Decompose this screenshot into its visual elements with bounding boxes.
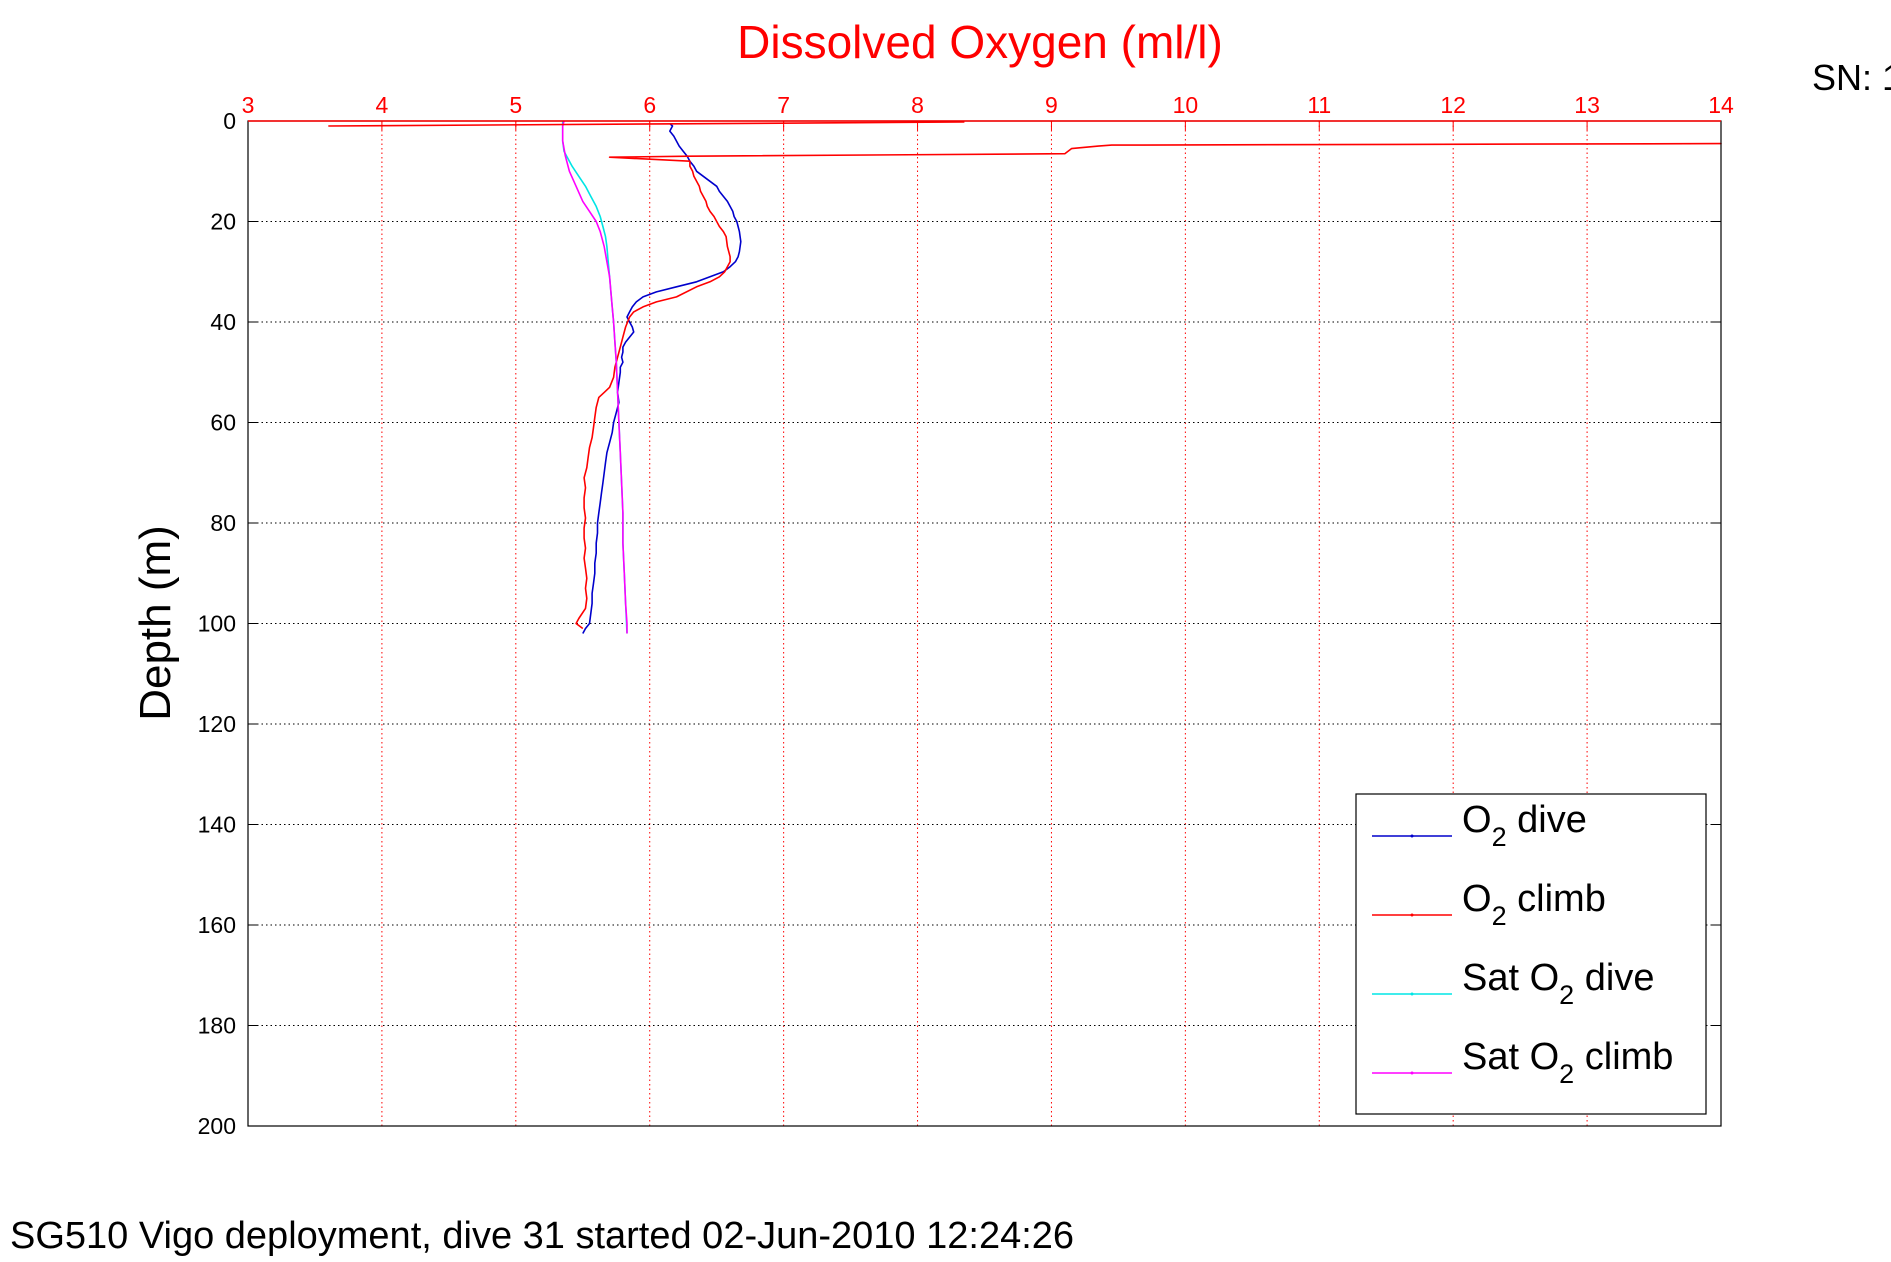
legend-entry-subscript: 2 — [1492, 822, 1507, 852]
legend-marker — [1410, 1071, 1414, 1075]
chart-caption: SG510 Vigo deployment, dive 31 started 0… — [10, 1215, 1074, 1257]
x-tick-label: 5 — [509, 92, 522, 118]
legend-entry-suffix: climb — [1507, 878, 1606, 920]
legend-entry-name: Sat O — [1462, 1036, 1559, 1078]
x-tick-label: 7 — [777, 92, 790, 118]
y-tick-label: 40 — [210, 309, 236, 335]
series-line-4 — [328, 121, 965, 127]
legend-entry-suffix: climb — [1574, 1036, 1673, 1078]
legend-entry-subscript: 2 — [1559, 980, 1574, 1010]
legend-entry: Sat O2 climb — [1462, 1036, 1673, 1089]
x-tick-label: 8 — [911, 92, 924, 118]
legend-entry-subscript: 2 — [1492, 901, 1507, 931]
series-line-3 — [561, 120, 628, 634]
y-tick-label: 80 — [210, 510, 236, 536]
y-tick-label: 180 — [198, 1013, 236, 1039]
x-tick-label: 6 — [643, 92, 656, 118]
x-tick-label: 14 — [1708, 92, 1734, 118]
legend-entry: O2 climb — [1462, 878, 1606, 931]
x-tick-label: 4 — [376, 92, 389, 118]
x-tick-label: 9 — [1045, 92, 1058, 118]
y-tick-label: 20 — [210, 209, 236, 235]
data-series — [328, 120, 1722, 634]
x-tick-label: 12 — [1440, 92, 1466, 118]
x-tick-label: 11 — [1307, 92, 1331, 118]
legend-entry-suffix: dive — [1574, 957, 1654, 999]
x-tick-label: 13 — [1574, 92, 1600, 118]
y-tick-label: 120 — [198, 711, 236, 737]
legend-marker — [1410, 992, 1414, 996]
y-tick-label: 140 — [198, 812, 236, 838]
y-tick-label: 60 — [210, 410, 236, 436]
legend-box — [1355, 793, 1707, 1115]
legend-entry: O2 dive — [1462, 799, 1587, 852]
series-line-1 — [575, 142, 1722, 630]
legend-marker — [1410, 834, 1414, 838]
legend-entry-name: Sat O — [1462, 957, 1559, 999]
legend-entry-name: O — [1462, 799, 1492, 841]
x-tick-label: 3 — [242, 92, 255, 118]
calibration-note: SN: 196 CAL: 1/0/1 — [1812, 57, 1891, 98]
y-axis-label: Depth (m) — [131, 525, 180, 721]
chart-title: Dissolved Oxygen (ml/l) — [737, 16, 1223, 68]
axis-ticks: 3 4 5 6 7 8 9 10 11 12 13 1402040608010012014016018… — [198, 92, 1734, 1139]
legend-entry-subscript: 2 — [1559, 1059, 1574, 1089]
x-tick-label: 10 — [1173, 92, 1199, 118]
legend-entry: Sat O2 dive — [1462, 957, 1654, 1010]
y-tick-label: 0 — [223, 108, 236, 134]
y-tick-label: 100 — [198, 611, 236, 637]
legend-entry-suffix: dive — [1507, 799, 1587, 841]
y-tick-label: 200 — [198, 1113, 236, 1139]
legend-entry-name: O — [1462, 878, 1492, 920]
legend-marker — [1410, 913, 1414, 917]
y-tick-label: 160 — [198, 912, 236, 938]
